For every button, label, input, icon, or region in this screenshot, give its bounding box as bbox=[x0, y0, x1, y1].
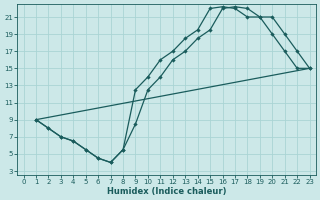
X-axis label: Humidex (Indice chaleur): Humidex (Indice chaleur) bbox=[107, 187, 226, 196]
